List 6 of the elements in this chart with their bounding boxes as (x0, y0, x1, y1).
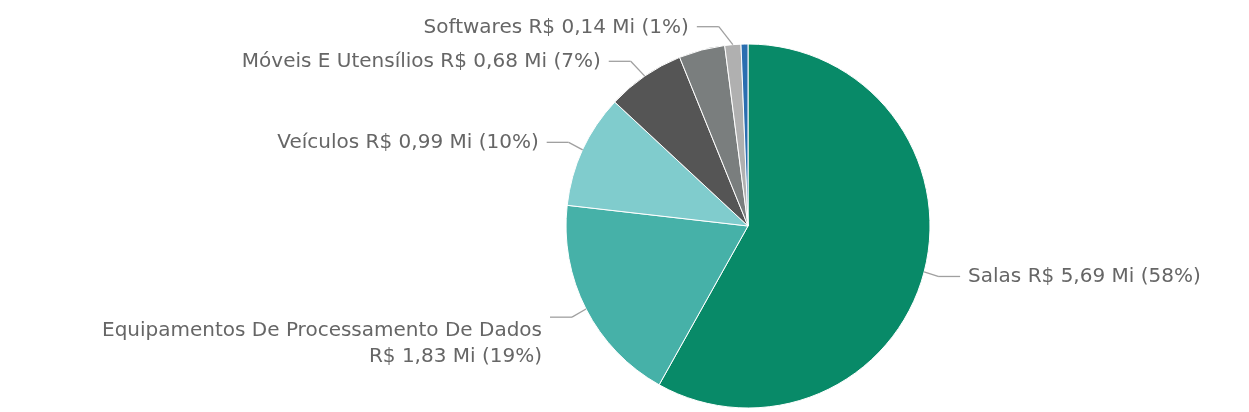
slice-label: Salas R$ 5,69 Mi (58%) (968, 263, 1201, 288)
slice-label: Equipamentos De Processamento De Dados (102, 317, 543, 342)
legend-label: Softwares R$ 0,14 Mi (1%) (423, 13, 689, 38)
slice-label: Veículos R$ 0,99 Mi (10%) (277, 129, 539, 154)
data-label: R$ 1,83 Mi (19%) (368, 343, 543, 368)
slice-label: Móveis E Utensílios R$ 0,68 Mi (7%) (241, 48, 601, 73)
